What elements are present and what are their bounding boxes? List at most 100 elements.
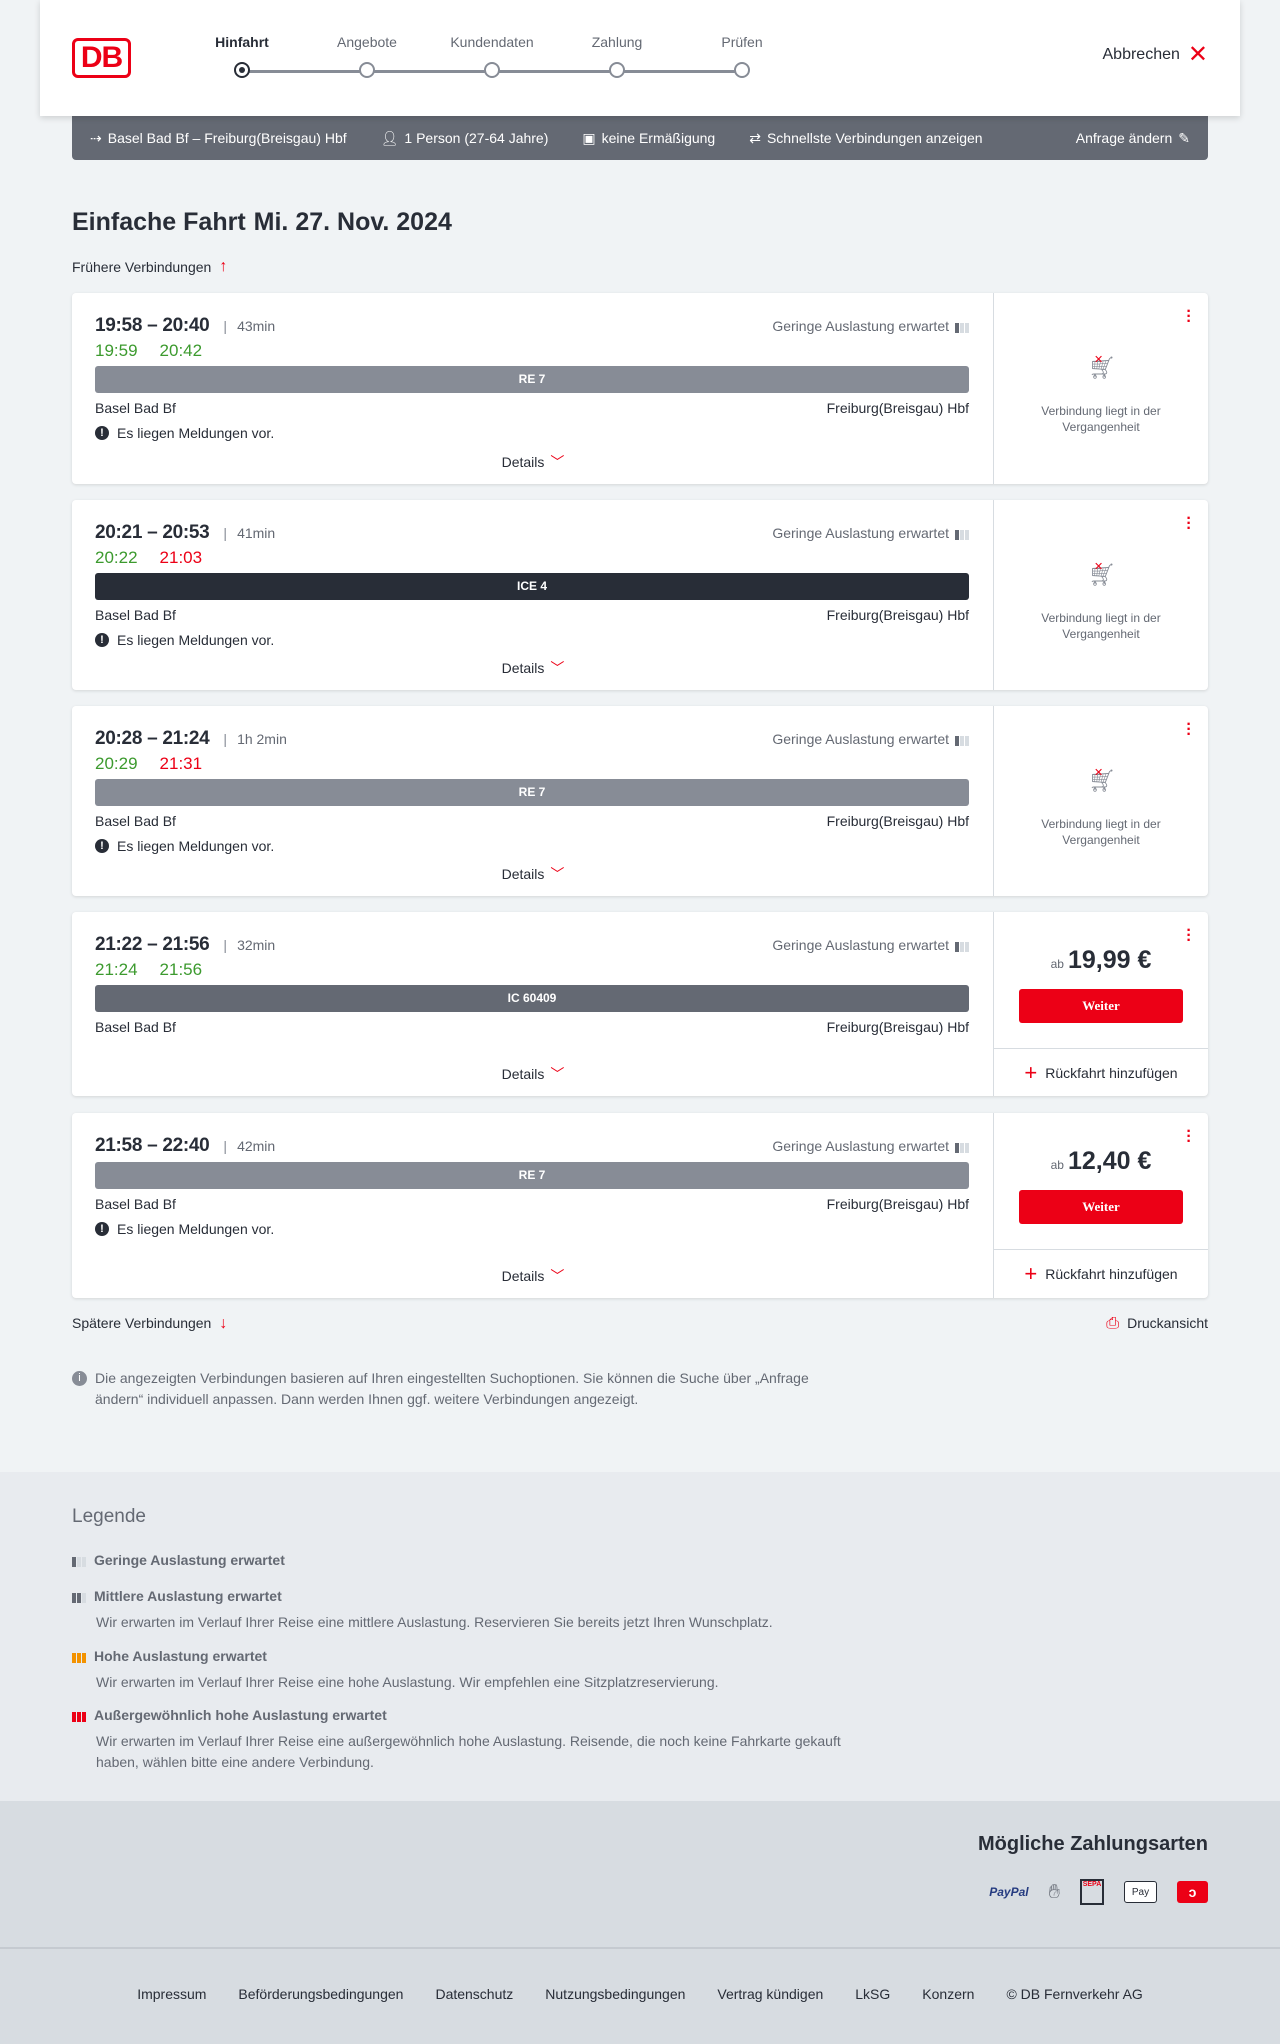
step-zahlung: Zahlung [557,34,677,78]
payment-section: Mögliche Zahlungsarten PayPal ✋︎ SEPA Pa… [0,1801,1280,1947]
connection-card: 21:58 – 22:40 | 42min Geringe Auslastung e… [72,1113,1208,1298]
db-logo[interactable]: DB [72,38,131,78]
cancel-button[interactable]: Abbrechen ✕ [1102,41,1209,68]
earlier-connections-link[interactable]: Frühere Verbindungen ↑ [72,258,228,275]
details-toggle[interactable]: Details ﹀ [501,1066,565,1082]
chevron-down-icon: ﹀ [550,866,565,882]
destination: Freiburg(Breisgau) Hbf [826,607,969,623]
filter-icon: ⇄ [749,129,761,146]
details-toggle[interactable]: Details ﹀ [501,1268,565,1284]
planned-times: 20:28 – 21:24 [95,728,210,749]
chevron-down-icon: ﹀ [550,454,565,470]
cart-unavailable-icon: 🛒︎ ✕ [1088,561,1116,587]
footer-link-impressum[interactable]: Impressum [137,1986,207,2002]
connection-card: 19:58 – 20:40 | 43min Geringe Auslastung e… [72,293,1208,484]
occupancy: Geringe Auslastung erwartet [772,1138,969,1154]
more-options-icon[interactable]: · · · [1186,303,1192,330]
printer-icon: ⎙ [1106,1315,1120,1332]
connection-card: 20:21 – 20:53 | 41min Geringe Auslastung e… [72,500,1208,690]
train-bar[interactable]: RE 7 [95,366,969,393]
continue-button[interactable]: Weiter [1019,989,1183,1023]
duration: 43min [237,318,276,334]
connection-card: 21:22 – 21:56 | 32min Geringe Auslastung e… [72,912,1208,1096]
copyright: © DB Fernverkehr AG [1006,1986,1143,2002]
travelers-summary: 👤︎ 1 Person (27-64 Jahre) [380,129,549,147]
add-return-button[interactable]: + Rückfahrt hinzufügen [994,1249,1208,1298]
details-toggle[interactable]: Details ﹀ [501,660,565,676]
realtime-arrival: 21:56 [159,960,203,979]
train-bar[interactable]: RE 7 [95,1162,969,1189]
occupancy-high-icon [72,1650,86,1663]
connection-card: 20:28 – 21:24 | 1h 2min Geringe Auslastung… [72,706,1208,896]
plus-icon: + [1024,1059,1038,1085]
legend-item-very-high: Außergewöhnlich hohe Auslastung erwartet… [72,1707,872,1773]
filter-summary: ⇄ Schnellste Verbindungen anzeigen [749,129,983,147]
occupancy: Geringe Auslastung erwartet [772,937,969,953]
details-toggle[interactable]: Details ﹀ [501,866,565,882]
more-options-icon[interactable]: · · · [1186,716,1192,743]
add-return-button[interactable]: + Rückfahrt hinzufügen [994,1048,1208,1096]
past-connection-note: Verbindung liegt in der Vergangenheit [1041,404,1161,434]
footer-link-lksg[interactable]: LkSG [855,1986,891,2002]
close-icon: ✕ [1187,41,1208,68]
planned-times: 20:21 – 20:53 [95,522,210,543]
occupancy-low-icon [955,527,969,540]
step-kundendaten: Kundendaten [432,34,552,78]
duration: 32min [237,937,276,953]
occupancy-low-icon [955,1140,969,1153]
bahncard-icon: ▣ [582,129,596,146]
payment-title: Mögliche Zahlungsarten [977,1833,1208,1855]
occupancy-low-icon [955,733,969,746]
planned-times: 21:22 – 21:56 [95,934,210,955]
discount-summary: ▣ keine Ermäßigung [582,129,716,147]
realtime-departure: 21:24 [95,960,138,979]
travel-date: Mi. 27. Nov. 2024 [253,208,452,236]
sepa-icon: SEPA [1080,1879,1104,1905]
info-icon: i [72,1371,87,1386]
notice: ! Es liegen Meldungen vor. [95,1220,969,1238]
edit-request-button[interactable]: Anfrage ändern ✎ [1075,129,1190,147]
origin: Basel Bad Bf [95,1019,176,1035]
planned-times: 21:58 – 22:40 [95,1135,210,1156]
footer-link-konzern[interactable]: Konzern [922,1986,975,2002]
legend-item-high: Hohe Auslastung erwartet Wir erwarten im … [72,1648,872,1693]
step-angebote: Angebote [307,34,427,78]
train-bar[interactable]: RE 7 [95,779,969,806]
more-options-icon[interactable]: · · · [1186,922,1192,949]
print-view-link[interactable]: ⎙ Druckansicht [1106,1315,1208,1332]
occupancy-low-icon [72,1554,86,1567]
step-pruefen: Prüfen [682,34,802,78]
train-bar[interactable]: ICE 4 [95,573,969,600]
occupancy-very-high-icon [72,1709,86,1722]
notice: ! Es liegen Meldungen vor. [95,837,969,855]
continue-button[interactable]: Weiter [1019,1190,1183,1224]
footer-link-datenschutz[interactable]: Datenschutz [435,1986,514,2002]
search-summary-bar: ⇢ Basel Bad Bf – Freiburg(Breisgau) Hbf 👤… [72,116,1208,160]
footer-link-nutzungsbedingungen[interactable]: Nutzungsbedingungen [545,1986,686,2002]
notice: ! Es liegen Meldungen vor. [95,631,969,649]
exclamation-icon: ! [95,839,109,853]
past-connection-note: Verbindung liegt in der Vergangenheit [1041,611,1161,641]
details-toggle[interactable]: Details ﹀ [501,454,565,470]
past-connection-note: Verbindung liegt in der Vergangenheit [1041,817,1161,847]
more-options-icon[interactable]: · · · [1186,1123,1192,1150]
occupancy: Geringe Auslastung erwartet [772,731,969,747]
chevron-down-icon: ﹀ [550,1268,565,1284]
credit-card-icon: ✋︎ [1048,1880,1060,1903]
train-bar[interactable]: IC 60409 [95,985,969,1012]
info-note: i Die angezeigten Verbindungen basieren a… [72,1368,852,1410]
realtime-departure: 19:59 [95,341,138,360]
occupancy-low-icon [955,939,969,952]
footer-link-befoerderungsbedingungen[interactable]: Beförderungsbedingungen [238,1986,404,2002]
footer: Impressum Beförderungsbedingungen Datens… [0,1947,1280,2044]
more-options-icon[interactable]: · · · [1186,510,1192,537]
destination: Freiburg(Breisgau) Hbf [826,813,969,829]
exclamation-icon: ! [95,633,109,647]
destination: Freiburg(Breisgau) Hbf [826,400,969,416]
origin: Basel Bad Bf [95,813,176,829]
price: ab 12,40 € [1050,1147,1152,1175]
footer-link-vertrag-kuendigen[interactable]: Vertrag kündigen [717,1986,824,2002]
cart-unavailable-icon: 🛒︎ ✕ [1088,354,1116,380]
later-connections-link[interactable]: Spätere Verbindungen ↓ [72,1315,228,1332]
person-icon: 👤︎ [380,129,399,146]
